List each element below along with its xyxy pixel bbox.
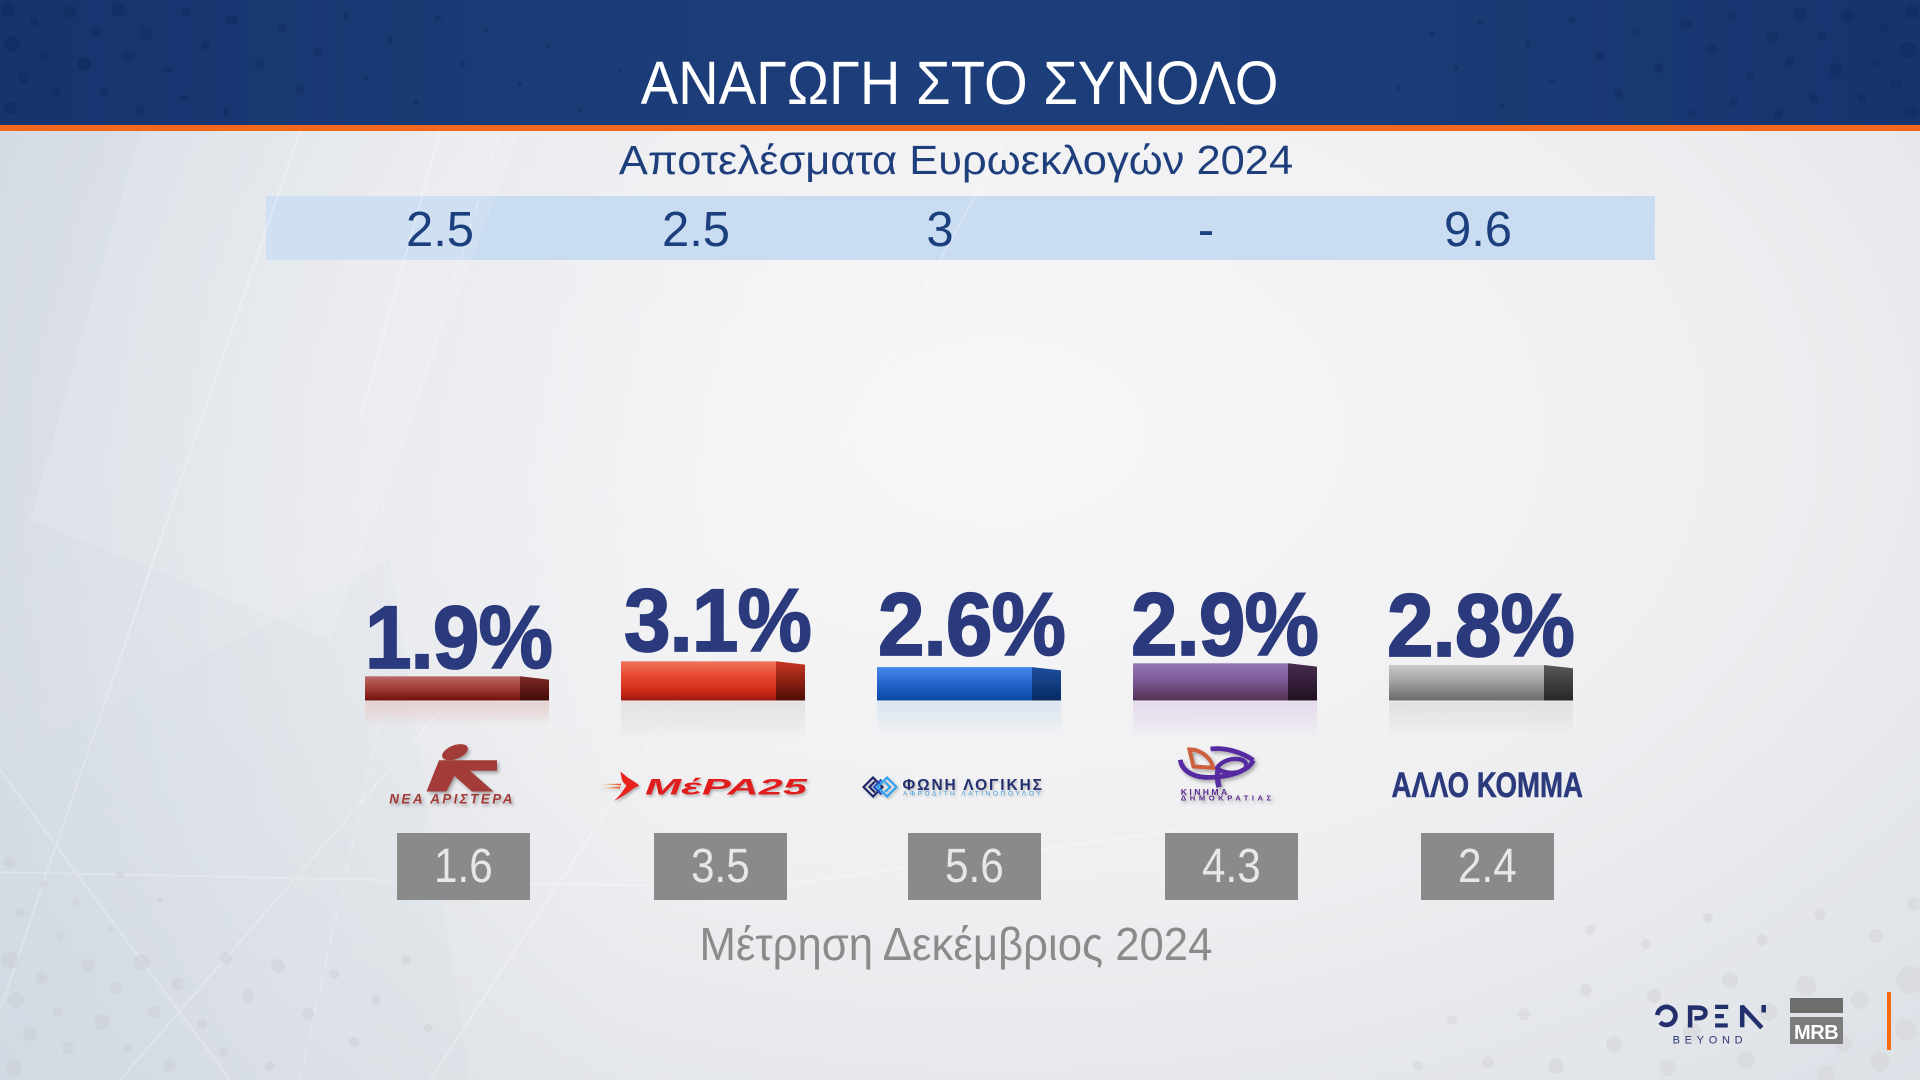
svg-text:ΔΗΜΟΚΡΑΤΙΑΣ: ΔΗΜΟΚΡΑΤΙΑΣ [1181, 793, 1275, 802]
svg-text:ΜέΡΑ25: ΜέΡΑ25 [645, 774, 808, 799]
svg-text:ΦΩΝΗ ΛΟΓΙΚΗΣ: ΦΩΝΗ ΛΟΓΙΚΗΣ [903, 777, 1044, 794]
svg-text:ΚΙΝΗΜΑ: ΚΙΝΗΜΑ [1181, 787, 1230, 797]
svg-text:ΑΦΡΟΔΙΤΗ ΛΑΤΙΝΟΠΟΥΛΟΥ: ΑΦΡΟΔΙΤΗ ΛΑΤΙΝΟΠΟΥΛΟΥ [903, 791, 1043, 798]
svg-text:ΝΕΑ ΑΡΙΣΤΕΡΑ: ΝΕΑ ΑΡΙΣΤΕΡΑ [389, 791, 515, 806]
svg-text:BEYOND: BEYOND [1673, 1035, 1748, 1047]
